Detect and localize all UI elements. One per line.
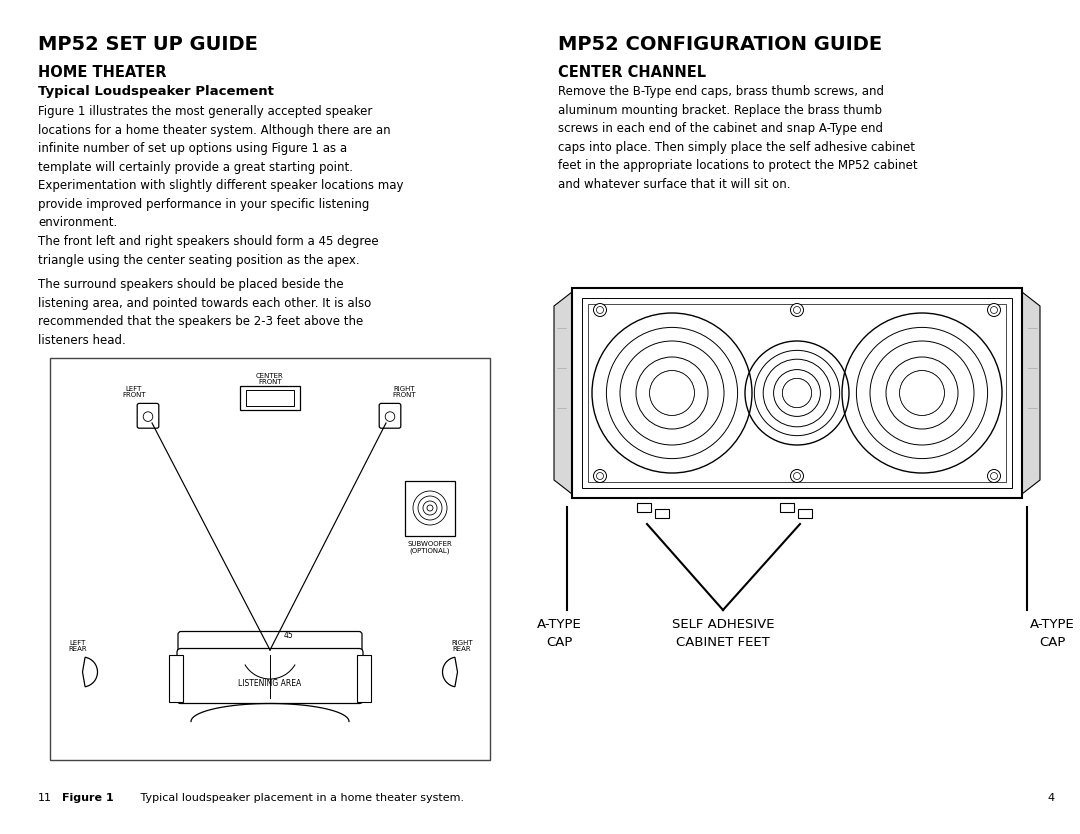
Text: Figure 1 illustrates the most generally accepted speaker
locations for a home th: Figure 1 illustrates the most generally … bbox=[38, 105, 404, 229]
Bar bbox=[654, 509, 669, 518]
Circle shape bbox=[791, 304, 804, 316]
Bar bbox=[780, 503, 794, 512]
Text: 4: 4 bbox=[1048, 793, 1055, 803]
Text: LEFT: LEFT bbox=[125, 386, 143, 392]
Text: RIGHT: RIGHT bbox=[393, 386, 415, 392]
Text: FRONT: FRONT bbox=[258, 379, 282, 385]
Text: FRONT: FRONT bbox=[122, 392, 146, 398]
Bar bbox=[168, 655, 183, 701]
Text: SUBWOOFER: SUBWOOFER bbox=[407, 540, 453, 546]
Text: CENTER CHANNEL: CENTER CHANNEL bbox=[558, 65, 706, 80]
Text: MP52 CONFIGURATION GUIDE: MP52 CONFIGURATION GUIDE bbox=[558, 35, 882, 54]
Circle shape bbox=[987, 304, 1000, 316]
Text: REAR: REAR bbox=[453, 646, 471, 652]
Ellipse shape bbox=[782, 379, 811, 408]
Bar bbox=[798, 509, 812, 518]
Text: REAR: REAR bbox=[69, 646, 87, 652]
Bar bbox=[357, 655, 372, 701]
Circle shape bbox=[594, 304, 607, 316]
Wedge shape bbox=[443, 657, 458, 686]
Text: CAP: CAP bbox=[1039, 636, 1065, 649]
Text: SELF ADHESIVE: SELF ADHESIVE bbox=[672, 618, 774, 631]
Text: The surround speakers should be placed beside the
listening area, and pointed to: The surround speakers should be placed b… bbox=[38, 278, 372, 346]
Text: Figure 1: Figure 1 bbox=[62, 793, 113, 803]
Text: A-TYPE: A-TYPE bbox=[1029, 618, 1075, 631]
Text: Typical Loudspeaker Placement: Typical Loudspeaker Placement bbox=[38, 85, 274, 98]
Polygon shape bbox=[1022, 292, 1040, 494]
Text: 11: 11 bbox=[38, 793, 52, 803]
Bar bbox=[246, 390, 294, 406]
Circle shape bbox=[794, 307, 800, 314]
Circle shape bbox=[987, 470, 1000, 483]
Bar bbox=[637, 503, 651, 512]
Text: HOME THEATER: HOME THEATER bbox=[38, 65, 166, 80]
Text: Typical loudspeaker placement in a home theater system.: Typical loudspeaker placement in a home … bbox=[130, 793, 464, 803]
Text: LISTENING AREA: LISTENING AREA bbox=[239, 680, 301, 689]
Circle shape bbox=[596, 473, 604, 480]
Text: CAP: CAP bbox=[545, 636, 572, 649]
FancyBboxPatch shape bbox=[178, 631, 362, 656]
Text: (OPTIONAL): (OPTIONAL) bbox=[409, 547, 450, 554]
Circle shape bbox=[990, 307, 998, 314]
FancyBboxPatch shape bbox=[137, 404, 159, 428]
Circle shape bbox=[794, 473, 800, 480]
Ellipse shape bbox=[900, 370, 944, 415]
Text: Remove the B-Type end caps, brass thumb screws, and
aluminum mounting bracket. R: Remove the B-Type end caps, brass thumb … bbox=[558, 85, 918, 190]
Text: A-TYPE: A-TYPE bbox=[537, 618, 581, 631]
Bar bbox=[588, 304, 1005, 482]
Ellipse shape bbox=[649, 370, 694, 415]
FancyBboxPatch shape bbox=[379, 404, 401, 428]
Text: CABINET FEET: CABINET FEET bbox=[676, 636, 770, 649]
FancyBboxPatch shape bbox=[177, 649, 363, 704]
Bar bbox=[405, 480, 455, 535]
Bar bbox=[582, 298, 1012, 488]
Circle shape bbox=[990, 473, 998, 480]
Text: 45: 45 bbox=[283, 631, 293, 641]
Polygon shape bbox=[554, 292, 572, 494]
Bar bbox=[240, 386, 300, 410]
Circle shape bbox=[791, 470, 804, 483]
Text: MP52 SET UP GUIDE: MP52 SET UP GUIDE bbox=[38, 35, 258, 54]
Text: The front left and right speakers should form a 45 degree
triangle using the cen: The front left and right speakers should… bbox=[38, 235, 379, 267]
Text: FRONT: FRONT bbox=[392, 392, 416, 398]
Text: CENTER: CENTER bbox=[256, 373, 284, 379]
Text: LEFT: LEFT bbox=[70, 640, 86, 646]
Circle shape bbox=[596, 307, 604, 314]
Bar bbox=[572, 288, 1022, 498]
Wedge shape bbox=[82, 657, 97, 686]
Text: RIGHT: RIGHT bbox=[451, 640, 473, 646]
Circle shape bbox=[594, 470, 607, 483]
